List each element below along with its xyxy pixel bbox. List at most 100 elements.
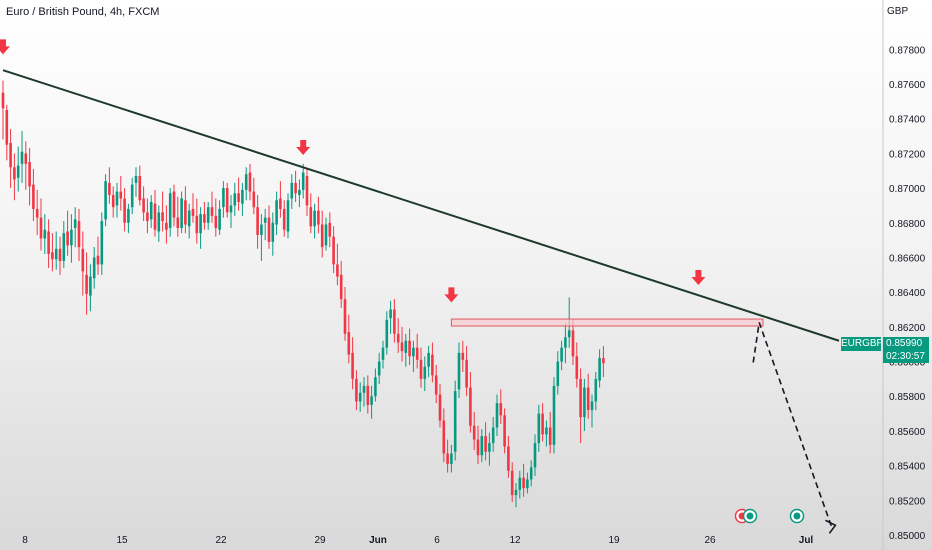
candle-up bbox=[20, 130, 24, 183]
candle-down bbox=[461, 340, 465, 372]
candle-up bbox=[423, 356, 427, 392]
candle-body bbox=[35, 208, 39, 218]
candle-body bbox=[9, 143, 12, 168]
candle-up bbox=[377, 352, 381, 385]
candle-body bbox=[583, 387, 586, 418]
candle-body bbox=[545, 427, 548, 435]
candle-body bbox=[465, 359, 468, 388]
candle-up bbox=[157, 205, 161, 242]
candle-up bbox=[149, 195, 153, 228]
candle-body bbox=[491, 427, 495, 444]
candle-body bbox=[252, 191, 256, 208]
candle-body bbox=[5, 110, 9, 145]
candle-body bbox=[404, 340, 408, 353]
candle-body bbox=[115, 191, 119, 206]
candle-body bbox=[184, 200, 187, 225]
candle-down bbox=[419, 347, 423, 388]
candle-body bbox=[366, 385, 370, 405]
candle-body bbox=[260, 224, 263, 235]
currency-label: GBP bbox=[887, 6, 909, 17]
candle-body bbox=[123, 198, 126, 223]
candle-up bbox=[583, 378, 586, 431]
candle-down bbox=[575, 342, 579, 388]
candle-down bbox=[81, 231, 85, 296]
candle-body bbox=[442, 420, 446, 454]
symbol-badge: EURGBP bbox=[841, 337, 884, 351]
candle-body bbox=[351, 352, 354, 379]
candle-body bbox=[529, 467, 533, 480]
candle-up bbox=[244, 167, 248, 201]
candle-down bbox=[415, 333, 419, 369]
candle-body bbox=[472, 425, 476, 440]
candle-up bbox=[134, 167, 138, 197]
candle-up bbox=[218, 200, 221, 235]
candle-body bbox=[134, 175, 138, 183]
candle-body bbox=[218, 208, 221, 230]
candle-up bbox=[385, 311, 389, 355]
resistance-zone bbox=[450, 318, 764, 327]
candle-body bbox=[400, 342, 404, 352]
candle-down bbox=[396, 318, 400, 353]
candle-body bbox=[450, 453, 453, 464]
candle-body bbox=[89, 276, 92, 296]
time-tick-label: 19 bbox=[608, 535, 620, 546]
candle-up bbox=[199, 207, 202, 249]
candle-down bbox=[267, 205, 271, 249]
candle-body bbox=[130, 184, 134, 208]
candle-body bbox=[248, 172, 252, 192]
candle-up bbox=[187, 203, 191, 239]
candle-up bbox=[590, 394, 594, 428]
candle-body bbox=[377, 361, 381, 376]
price-tick-label: 0.87000 bbox=[889, 184, 926, 195]
candle-down bbox=[347, 314, 351, 364]
candle-down bbox=[77, 208, 81, 261]
down-arrow-marker bbox=[444, 287, 459, 303]
candle-body bbox=[317, 210, 320, 225]
candle-up bbox=[453, 380, 457, 461]
price-tick-label: 0.87600 bbox=[889, 80, 926, 91]
candle-body bbox=[324, 224, 328, 246]
candle-body bbox=[229, 205, 233, 213]
candle-body bbox=[507, 446, 510, 471]
price-label: EURGBP 0.85990 02:30:57 bbox=[841, 337, 929, 363]
candle-up bbox=[374, 368, 377, 402]
candle-body bbox=[590, 401, 594, 411]
price-tick-label: 0.87800 bbox=[889, 45, 926, 56]
candle-down bbox=[24, 141, 28, 190]
price-tick-label: 0.87400 bbox=[889, 115, 926, 126]
candle-down bbox=[305, 169, 309, 216]
candle-body bbox=[157, 212, 161, 232]
descending-trendline bbox=[2, 69, 840, 342]
candle-down bbox=[282, 200, 286, 237]
candle-body bbox=[279, 198, 282, 209]
candle-up bbox=[301, 163, 305, 199]
price-tick-label: 0.86600 bbox=[889, 253, 926, 264]
candle-down bbox=[58, 236, 62, 275]
candle-body bbox=[495, 403, 499, 428]
candle-down bbox=[355, 370, 358, 411]
candle-body bbox=[70, 229, 73, 246]
candle-down bbox=[309, 193, 313, 234]
candle-body bbox=[176, 217, 180, 228]
candle-up bbox=[313, 203, 316, 239]
candle-down bbox=[351, 337, 354, 390]
candle-up bbox=[491, 417, 495, 452]
candle-up bbox=[100, 212, 104, 275]
candle-body bbox=[541, 413, 544, 435]
candle-body bbox=[457, 352, 461, 390]
candle-body bbox=[434, 375, 438, 395]
candle-up bbox=[290, 174, 294, 209]
price-tick-label: 0.85400 bbox=[889, 462, 926, 473]
candle-body bbox=[142, 198, 145, 213]
candle-body bbox=[526, 479, 529, 489]
candle-body bbox=[579, 378, 582, 418]
candle-up bbox=[263, 208, 267, 241]
candle-down bbox=[5, 104, 9, 161]
candle-down bbox=[191, 193, 195, 223]
candle-body bbox=[85, 274, 88, 294]
candle-body bbox=[522, 477, 525, 489]
candle-up bbox=[298, 179, 301, 208]
candle-up bbox=[545, 420, 548, 447]
candle-up bbox=[260, 214, 263, 261]
